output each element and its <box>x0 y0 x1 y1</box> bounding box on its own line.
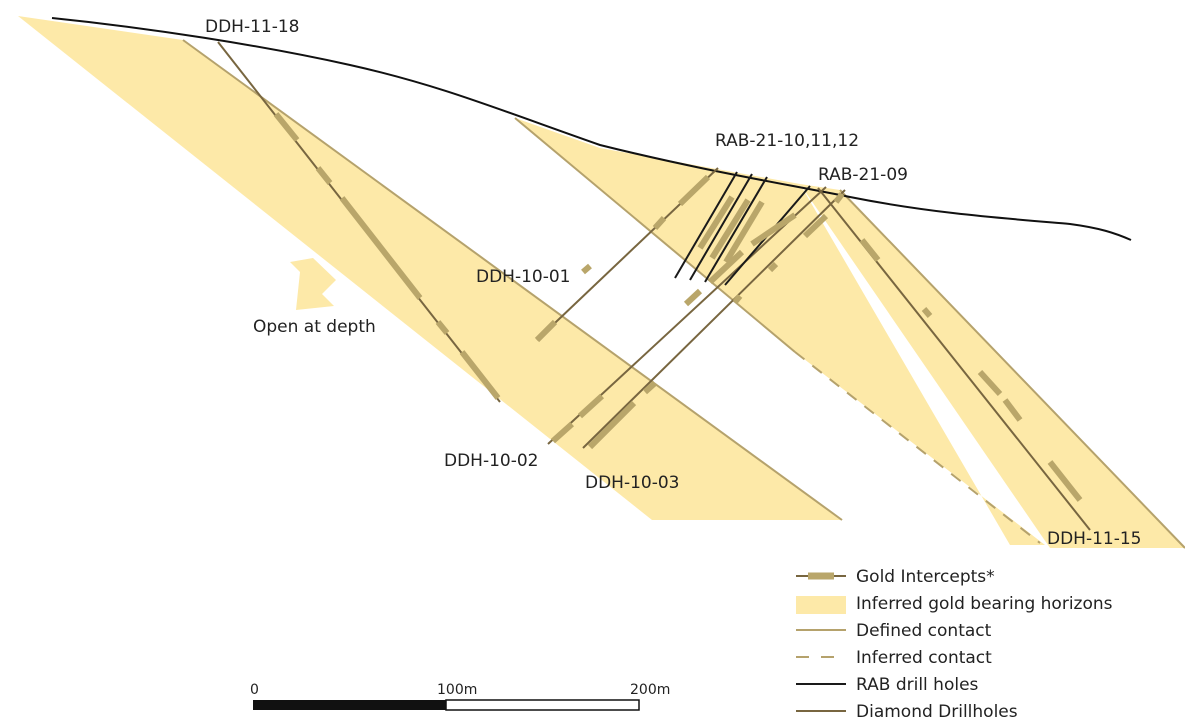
legend-diamond-holes: Diamond Drillholes <box>856 702 1018 721</box>
label-ddh-11-15: DDH-11-15 <box>1047 529 1142 549</box>
horizon-right-fill <box>800 184 1185 548</box>
horizon-middle <box>514 117 1045 545</box>
horizon-middle-fill <box>515 118 1045 545</box>
legend: Gold Intercepts* Inferred gold bearing h… <box>796 567 1113 721</box>
horizon-left-fill <box>18 16 842 520</box>
intercept <box>550 421 575 444</box>
intercept <box>273 112 300 142</box>
intercept <box>435 320 450 335</box>
gold-intercepts <box>273 112 1083 502</box>
scale-tick-0: 0 <box>250 682 259 698</box>
legend-defined-contact: Defined contact <box>856 621 992 641</box>
intercept <box>709 198 751 260</box>
intercept <box>859 238 881 262</box>
intercept <box>723 200 765 264</box>
intercept <box>642 380 658 395</box>
horizon-middle-upper-contact <box>514 117 796 353</box>
open-at-depth-arrow <box>290 258 336 310</box>
intercept <box>833 192 845 204</box>
intercept <box>707 249 745 285</box>
topography-line <box>51 17 1132 241</box>
legend-inferred-contact: Inferred contact <box>856 648 992 668</box>
intercept <box>652 215 667 231</box>
label-ddh-10-01: DDH-10-01 <box>476 267 571 287</box>
intercept <box>977 369 1003 397</box>
scale-bar: 0 100m 200m <box>250 682 670 711</box>
intercept <box>1047 460 1083 502</box>
rab-21-12-hole <box>704 176 768 283</box>
legend-inferred-horizons: Inferred gold bearing horizons <box>856 594 1113 614</box>
horizon-right-contact <box>839 189 1185 549</box>
intercept <box>339 196 423 300</box>
label-ddh-11-18: DDH-11-18 <box>205 17 300 37</box>
intercept <box>1002 398 1023 422</box>
intercept <box>315 166 333 185</box>
legend-horizon-swatch <box>796 596 846 614</box>
ddh-10-03-hole <box>582 189 846 449</box>
scale-tick-100: 100m <box>437 682 477 698</box>
intercept <box>683 288 703 307</box>
rab-21-11-hole <box>689 173 753 281</box>
intercept <box>750 212 797 247</box>
legend-gold-intercepts: Gold Intercepts* <box>856 567 995 587</box>
intercept <box>677 174 711 207</box>
intercept <box>802 213 829 239</box>
horizon-left-contact <box>182 39 843 521</box>
label-ddh-10-02: DDH-10-02 <box>444 451 539 471</box>
scale-tick-200: 200m <box>630 682 670 698</box>
scale-bar-dark <box>253 700 446 710</box>
intercept <box>767 261 779 273</box>
label-rab-21-09: RAB-21-09 <box>818 165 908 185</box>
intercept <box>732 294 743 304</box>
horizon-left <box>18 16 843 521</box>
scale-bar-light <box>445 699 640 711</box>
label-ddh-10-03: DDH-10-03 <box>585 473 680 493</box>
intercept <box>921 307 933 318</box>
horizon-middle-inferred-contact <box>794 351 1041 544</box>
intercept <box>577 393 605 419</box>
intercept <box>534 319 558 343</box>
intercept <box>697 195 735 250</box>
intercept <box>459 350 501 400</box>
label-open-at-depth: Open at depth <box>253 317 376 337</box>
legend-rab-holes: RAB drill holes <box>856 675 979 695</box>
rab-21-10-hole <box>674 171 738 279</box>
intercept <box>587 400 637 450</box>
intercept <box>581 263 592 275</box>
label-rab-21-10-11-12: RAB-21-10,11,12 <box>715 131 859 151</box>
horizon-right <box>800 184 1185 549</box>
